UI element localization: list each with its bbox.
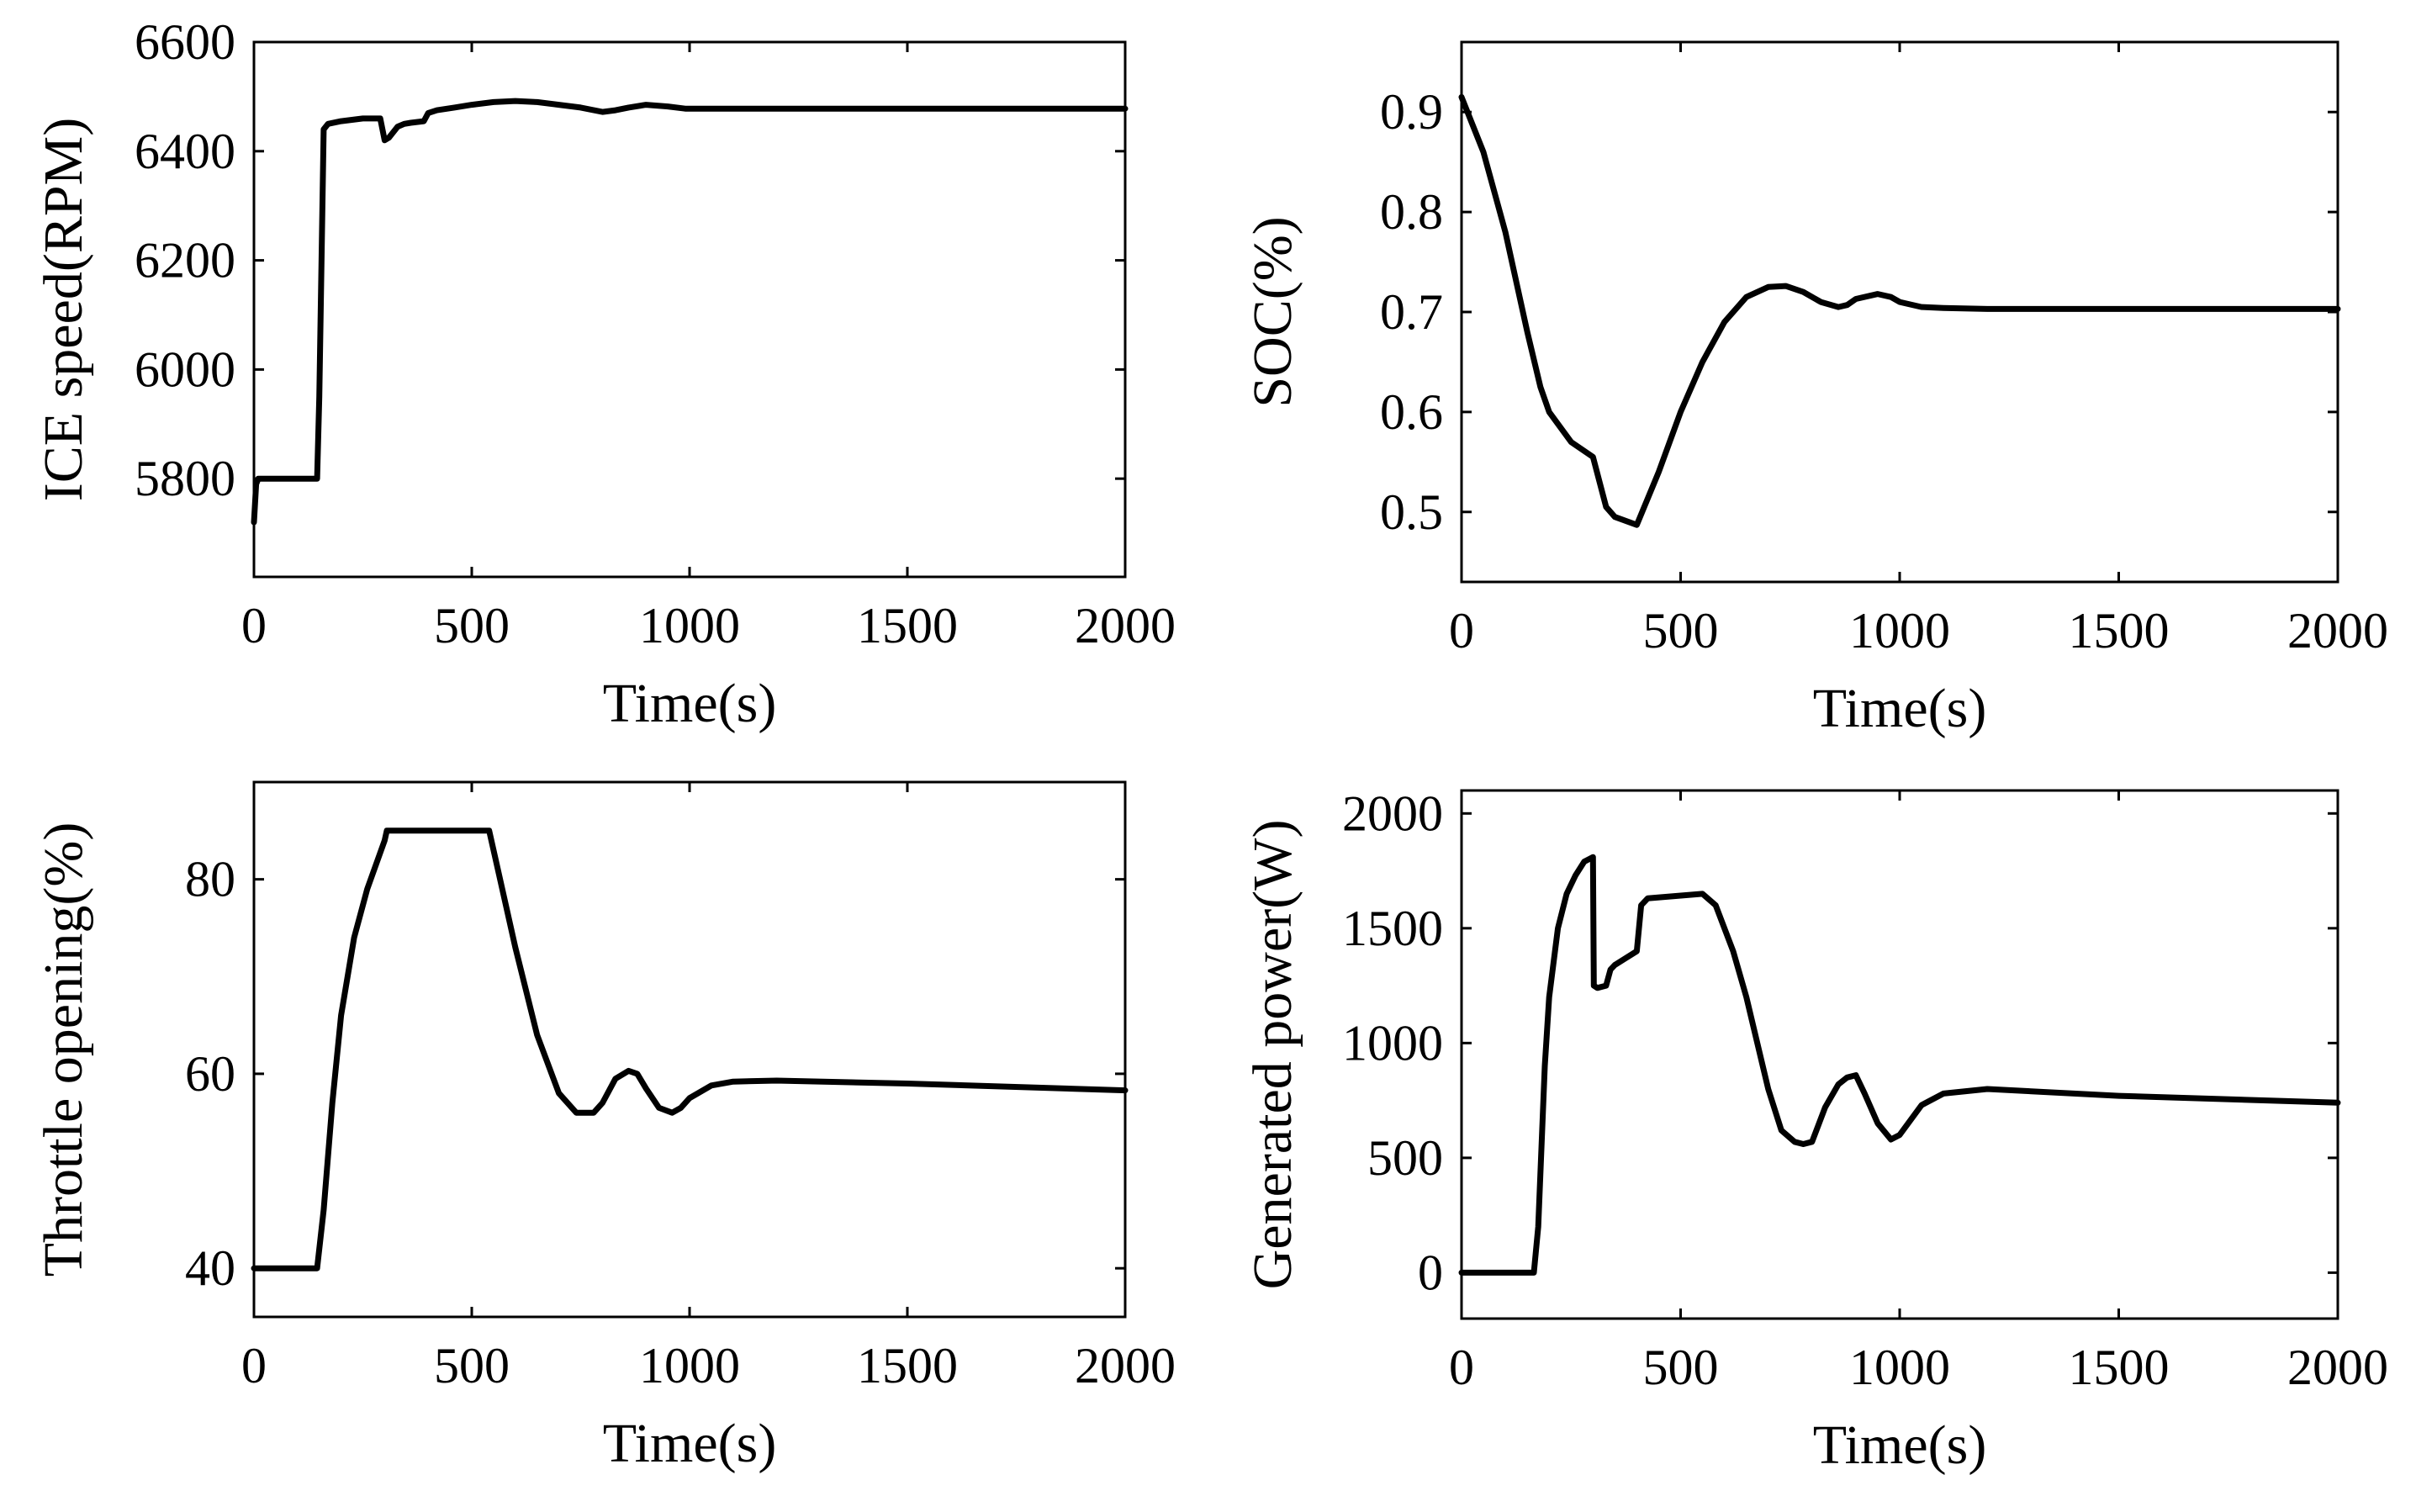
x-tick-label: 1500	[2069, 1340, 2170, 1395]
y-tick-label: 5800	[135, 451, 235, 506]
series-line-throttle	[251, 827, 1129, 1271]
y-tick-label: 0.7	[1380, 284, 1443, 340]
x-axis-label: Time(s)	[603, 673, 777, 734]
x-tick-label: 1000	[639, 598, 740, 653]
y-tick-label: 1500	[1342, 901, 1443, 956]
y-axis-label: ICE speed(RPM)	[33, 118, 94, 501]
series-line-generated-power	[1458, 854, 2341, 1276]
x-axis-label: Time(s)	[603, 1413, 777, 1474]
y-tick-label: 0.9	[1380, 84, 1443, 140]
x-tick-label: 2000	[1075, 598, 1176, 653]
plot-frame	[1460, 40, 2339, 584]
x-tick-label: 500	[434, 598, 510, 653]
y-tick-label: 60	[185, 1046, 235, 1102]
series-line-soc	[1458, 93, 2341, 528]
y-axis-label: Throttle opening(%)	[33, 822, 94, 1277]
chart-ice-speed: 0 500 1000 1500 2000 5800 6000 6200 6400 6600 Time…	[33, 14, 1176, 734]
x-axis-label: Time(s)	[1813, 1414, 1987, 1476]
x-tick-label: 1000	[639, 1338, 740, 1393]
x-tick-label: 1500	[857, 598, 958, 653]
x-tick-label: 0	[241, 1338, 267, 1393]
x-tick-label: 0	[1449, 1340, 1474, 1395]
x-tick-label: 0	[241, 598, 267, 653]
x-tick-label: 0	[1449, 603, 1474, 658]
chart-soc: 0 500 1000 1500 2000 0.5 0.6 0.7 0.8 0.9 Time(s) SO…	[1242, 40, 2388, 739]
y-tick-label: 2000	[1342, 785, 1443, 841]
y-tick-label: 0.8	[1380, 184, 1443, 240]
y-axis-label: SOC(%)	[1242, 216, 1303, 407]
chart-throttle: 0 500 1000 1500 2000 40 60 80 Time(s) Throttle op…	[33, 780, 1176, 1474]
y-tick-label: 0.6	[1380, 384, 1443, 440]
chart-generated-power: 0 500 1000 1500 2000 0 500 1000 1500 2000 Time(s) G…	[1242, 785, 2388, 1476]
y-tick-label: 0	[1418, 1245, 1443, 1300]
y-tick-label: 6200	[135, 233, 235, 288]
x-tick-label: 1500	[2069, 603, 2170, 658]
x-tick-label: 1000	[1849, 603, 1950, 658]
x-axis-label: Time(s)	[1813, 678, 1987, 739]
y-tick-label: 6600	[135, 14, 235, 70]
x-tick-label: 1500	[857, 1338, 958, 1393]
x-tick-label: 500	[1643, 603, 1719, 658]
x-tick-label: 1000	[1849, 1340, 1950, 1395]
y-tick-label: 500	[1367, 1130, 1443, 1186]
plot-frame	[252, 780, 1127, 1319]
y-tick-label: 0.5	[1380, 484, 1443, 540]
x-tick-label: 2000	[2287, 1340, 2388, 1395]
y-tick-label: 40	[185, 1240, 235, 1296]
y-axis-label: Generated power(W)	[1242, 820, 1303, 1290]
y-tick-label: 6400	[135, 124, 235, 179]
x-tick-label: 500	[1643, 1340, 1719, 1395]
y-tick-label: 1000	[1342, 1015, 1443, 1071]
x-tick-label: 500	[434, 1338, 510, 1393]
series-line-ice-speed	[251, 98, 1129, 526]
x-tick-label: 2000	[2287, 603, 2388, 658]
plot-frame	[252, 40, 1127, 579]
y-tick-label: 6000	[135, 341, 235, 397]
y-tick-label: 80	[185, 852, 235, 907]
x-tick-label: 2000	[1075, 1338, 1176, 1393]
